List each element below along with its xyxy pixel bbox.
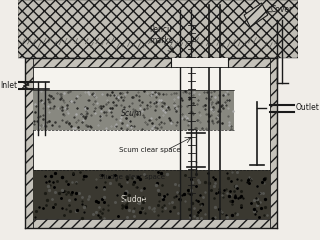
Text: Scum clear space: Scum clear space — [119, 147, 180, 153]
Text: Cover: Cover — [270, 6, 293, 14]
Bar — [25, 58, 277, 67]
Text: Inlet: Inlet — [0, 80, 17, 90]
Bar — [18, 0, 299, 58]
Bar — [171, 58, 228, 67]
Text: Sludge: Sludge — [121, 195, 147, 204]
Bar — [33, 67, 269, 219]
Text: Pencil
marks: Pencil marks — [149, 25, 173, 45]
Bar — [33, 90, 235, 130]
Bar — [25, 219, 277, 228]
Text: Scum: Scum — [121, 108, 143, 118]
Bar — [33, 170, 269, 219]
Polygon shape — [244, 3, 268, 27]
Bar — [25, 58, 33, 228]
Bar — [269, 58, 277, 228]
Text: Outlet: Outlet — [296, 103, 320, 113]
Text: Sludge clear space: Sludge clear space — [99, 174, 165, 180]
